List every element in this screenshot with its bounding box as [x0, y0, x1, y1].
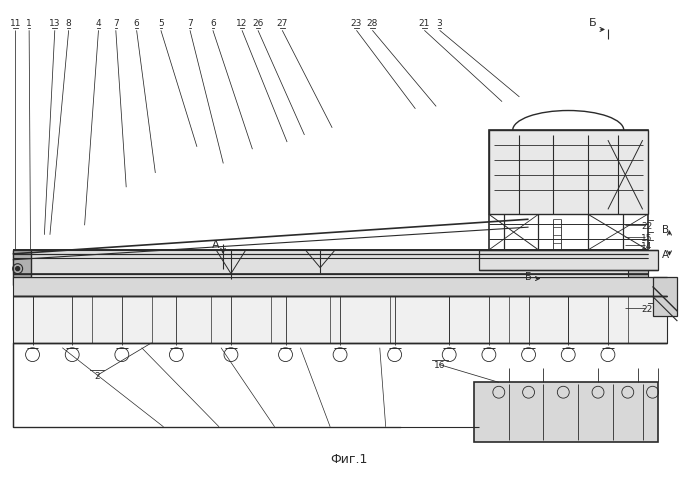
Circle shape — [15, 267, 20, 271]
Bar — [13, 251, 647, 274]
Text: 11: 11 — [10, 19, 21, 28]
Text: 28: 28 — [367, 19, 378, 28]
Text: 22: 22 — [642, 304, 653, 313]
Bar — [653, 277, 677, 316]
Bar — [13, 251, 31, 286]
Text: 13: 13 — [49, 19, 61, 28]
Text: 1: 1 — [27, 19, 32, 28]
Text: 6: 6 — [134, 19, 140, 28]
Text: 6: 6 — [210, 19, 216, 28]
Bar — [13, 277, 668, 297]
Text: 7: 7 — [113, 19, 119, 28]
Text: 12: 12 — [236, 19, 247, 28]
Text: 4: 4 — [96, 19, 101, 28]
Text: 26: 26 — [252, 19, 264, 28]
Text: 14: 14 — [641, 241, 653, 250]
Bar — [479, 251, 658, 270]
Text: 16: 16 — [433, 360, 445, 369]
Text: 23: 23 — [351, 19, 362, 28]
Bar — [489, 131, 647, 215]
Text: 8: 8 — [66, 19, 71, 28]
Text: 22: 22 — [642, 221, 653, 230]
Text: 5: 5 — [158, 19, 164, 28]
Bar — [628, 251, 647, 286]
Text: Б: Б — [525, 271, 532, 281]
Bar — [489, 131, 647, 251]
Text: 27: 27 — [277, 19, 288, 28]
Text: 2: 2 — [94, 371, 100, 380]
Text: Б: Б — [589, 17, 597, 27]
Text: А: А — [662, 249, 669, 259]
Text: Фиг.1: Фиг.1 — [331, 452, 368, 465]
Text: 21: 21 — [419, 19, 430, 28]
Text: 3: 3 — [437, 19, 442, 28]
Bar — [13, 297, 668, 343]
Bar — [474, 383, 658, 442]
Text: А: А — [212, 240, 220, 250]
Text: 15: 15 — [641, 233, 653, 242]
Text: 7: 7 — [187, 19, 193, 28]
Text: В: В — [662, 225, 669, 235]
